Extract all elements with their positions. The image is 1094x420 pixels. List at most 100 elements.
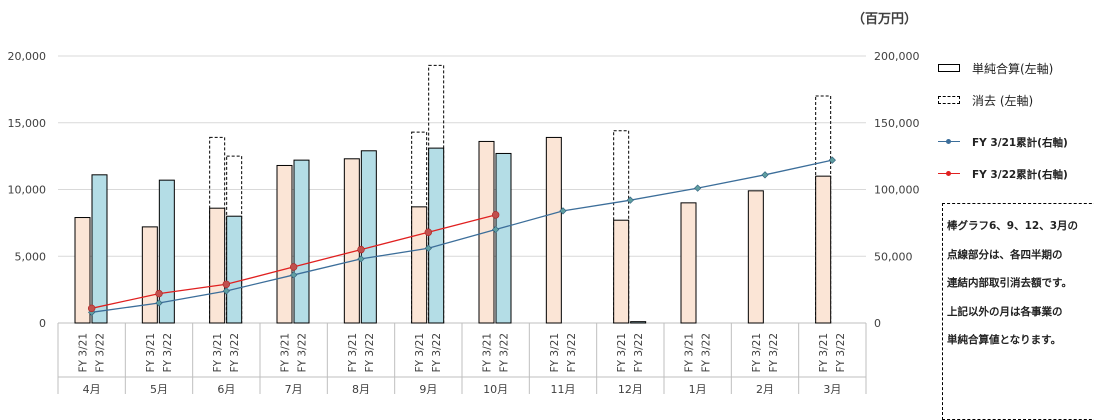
legend-label: FY 3/22累計(右軸) (972, 168, 1068, 181)
fy21-cumulative-point (694, 184, 702, 192)
x-sub-label: FY 3/22 (162, 333, 174, 372)
fy21-cumulative-point (828, 156, 836, 164)
x-sub-label: FY 3/21 (549, 333, 561, 372)
fy21-cumulative-point (222, 287, 230, 295)
bar-fy22 (428, 147, 445, 324)
legend-item-simple-sum: 単純合算(左軸) (938, 60, 1053, 76)
bar-fy21 (815, 175, 832, 324)
month-label: 12月 (618, 383, 643, 394)
combo-chart: 0 5,000 10,000 15,000 20,000 0 50,000 100,000 1… (8, 50, 920, 394)
left-tick-label: 0 (39, 317, 46, 330)
x-sub-label: FY 3/21 (212, 333, 224, 372)
x-sub-label: FY 3/22 (566, 333, 578, 372)
fy21-cumulative-point (559, 207, 567, 215)
note-line: 棒グラフ6、9、12、3月の (947, 220, 1079, 232)
bar-fy22 (158, 179, 175, 324)
right-axis: 0 50,000 100,000 150,000 200,000 (874, 50, 920, 330)
month-label: 11月 (551, 383, 576, 394)
note-line: 点線部分は、各四半期の (947, 248, 1063, 261)
bars (74, 64, 832, 324)
fy22-cumulative-point (289, 263, 298, 271)
legend-item-elimination: 消去 (左軸) (938, 92, 1033, 108)
bar-fy22 (360, 150, 377, 324)
fy21-cumulative-point (492, 225, 500, 234)
x-axis: FY 3/21 FY 3/22 4月 FY 3/21 FY 3/22 5月 FY 3/21 F… (57, 323, 867, 394)
left-tick-label: 15,000 (8, 117, 47, 130)
bar-fy22 (495, 152, 512, 324)
legend-swatch-blue-line (938, 136, 960, 148)
right-tick-label: 200,000 (874, 50, 920, 63)
x-sub-label: FY 3/21 (684, 333, 696, 372)
legend-swatch-dashed-bar (938, 96, 960, 104)
grid-lines (58, 55, 866, 324)
x-sub-label: FY 3/22 (229, 333, 241, 372)
legend-label: 消去 (左軸) (972, 93, 1034, 108)
x-sub-label: FY 3/21 (347, 333, 359, 372)
x-sub-label: FY 3/22 (768, 333, 780, 372)
fy22-cumulative-point (87, 304, 96, 313)
fy21-cumulative-point (155, 299, 163, 307)
fy21-cumulative-line (91, 159, 833, 313)
month-label: 2月 (756, 383, 774, 394)
fy22-cumulative-point (222, 280, 231, 288)
note-line: 上記以外の月は各事業の (947, 305, 1063, 318)
bar-fy21 (141, 226, 158, 324)
month-label: 6月 (217, 383, 235, 394)
fy21-cumulative-point (290, 271, 298, 279)
left-tick-label: 10,000 (8, 184, 47, 197)
bar-fy22 (226, 215, 243, 324)
note-box: 棒グラフ6、9、12、3月の 点線部分は、各四半期の 連結内部取引消去額です。 … (942, 203, 1094, 420)
right-tick-label: 0 (874, 317, 881, 330)
month-label: 8月 (352, 383, 370, 394)
x-sub-label: FY 3/22 (297, 333, 309, 372)
x-sub-label: FY 3/21 (751, 333, 763, 372)
fy21-cumulative-point (357, 255, 365, 263)
legend-label: FY 3/21累計(右軸) (972, 136, 1068, 149)
x-sub-label: FY 3/22 (95, 333, 107, 372)
month-label: 1月 (689, 383, 707, 394)
bar-fy21 (411, 206, 428, 324)
bar-fy21 (209, 207, 226, 324)
x-sub-label: FY 3/21 (78, 333, 90, 372)
right-tick-label: 50,000 (874, 250, 913, 263)
bar-fy21 (545, 136, 562, 324)
x-sub-label: FY 3/21 (280, 333, 292, 372)
unit-label: （百万円） (852, 12, 918, 27)
bar-fy21 (343, 158, 360, 324)
note-line: 連結内部取引消去額です。 (947, 277, 1072, 289)
legend-swatch-solid-bar (938, 64, 960, 72)
x-sub-label: FY 3/22 (431, 333, 443, 372)
month-label: 7月 (285, 383, 303, 394)
x-sub-label: FY 3/21 (616, 333, 628, 372)
x-sub-label: FY 3/21 (414, 333, 426, 372)
bar-fy21 (613, 219, 630, 324)
x-sub-label: FY 3/22 (499, 333, 511, 372)
legend-label: 単純合算(左軸) (972, 61, 1054, 76)
month-label: 5月 (150, 383, 168, 394)
fy21-cumulative-point (761, 171, 769, 179)
fy21-cumulative-point (424, 244, 432, 252)
left-axis: 0 5,000 10,000 15,000 20,000 (8, 50, 47, 330)
month-label: 10月 (483, 383, 508, 394)
x-sub-label: FY 3/22 (835, 333, 847, 372)
legend-swatch-red-line (938, 168, 960, 180)
bar-fy21 (747, 190, 764, 324)
bar-fy21 (276, 164, 293, 324)
legend-item-fy22-cumulative: FY 3/22累計(右軸) (938, 166, 1068, 182)
bar-fy21 (680, 202, 697, 324)
left-tick-label: 20,000 (8, 50, 47, 63)
x-sub-label: FY 3/21 (145, 333, 157, 372)
x-sub-label: FY 3/22 (364, 333, 376, 372)
fy22-cumulative-point (357, 245, 365, 254)
note-line: 単純合算値となります。 (947, 334, 1062, 346)
fy21-cumulative-point (626, 196, 634, 204)
fy22-cumulative-point (155, 289, 163, 298)
x-sub-label: FY 3/21 (482, 333, 494, 372)
month-label: 4月 (83, 383, 101, 394)
legend-item-fy21-cumulative: FY 3/21累計(右軸) (938, 134, 1068, 150)
right-tick-label: 150,000 (874, 117, 920, 130)
right-tick-label: 100,000 (874, 184, 920, 197)
month-label: 3月 (823, 383, 841, 394)
x-sub-label: FY 3/22 (701, 333, 713, 372)
left-tick-label: 5,000 (15, 250, 47, 263)
